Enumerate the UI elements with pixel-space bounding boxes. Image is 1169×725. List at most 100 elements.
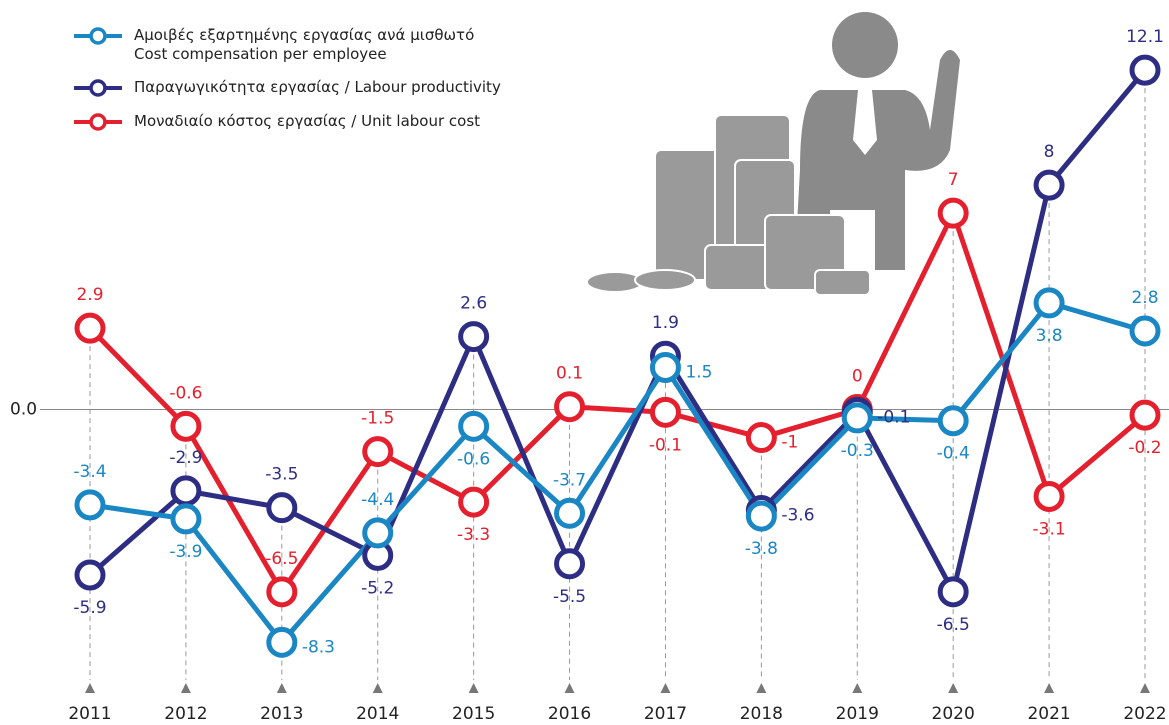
data-point	[266, 576, 298, 608]
data-label: 0.1	[556, 364, 583, 384]
data-label: -0.2	[1128, 438, 1161, 458]
legend-item: Μοναδιαίο κόστος εργασίας / Unit labour …	[72, 112, 501, 132]
guide-arrow	[468, 683, 479, 693]
data-label: -6.5	[937, 615, 970, 635]
data-point	[170, 410, 202, 442]
legend-item: Παραγωγικότητα εργασίας / Labour product…	[72, 78, 501, 98]
data-label: -6.5	[265, 549, 298, 569]
data-label: 3.8	[1036, 326, 1063, 346]
x-tick-label: 2013	[260, 704, 303, 724]
data-label: 2.9	[76, 285, 103, 305]
data-point	[266, 492, 298, 524]
x-tick-label: 2012	[164, 704, 207, 724]
legend-swatch	[74, 27, 122, 45]
x-tick-label: 2011	[68, 704, 111, 724]
data-point	[1033, 287, 1065, 319]
data-point	[362, 517, 394, 549]
data-label: -1.5	[361, 409, 394, 429]
data-label: -3.9	[169, 542, 202, 562]
data-point	[1129, 315, 1161, 347]
data-label: -4.4	[361, 490, 394, 510]
data-point	[74, 559, 106, 591]
data-label: -0.3	[841, 441, 874, 461]
guide-arrow	[276, 683, 287, 693]
x-tick-label: 2019	[836, 704, 879, 724]
x-tick-label: 2022	[1123, 704, 1166, 724]
data-point	[170, 503, 202, 535]
data-point	[458, 486, 490, 518]
data-label: -2.9	[169, 448, 202, 468]
guide-arrow	[1044, 683, 1055, 693]
data-point	[362, 436, 394, 468]
data-point	[458, 321, 490, 353]
data-label: 12.1	[1126, 27, 1164, 47]
x-tick-label: 2015	[452, 704, 495, 724]
data-label: -3.7	[553, 470, 586, 490]
data-point	[1129, 399, 1161, 431]
data-label: 8	[1044, 142, 1055, 162]
data-point	[458, 410, 490, 442]
data-point	[74, 312, 106, 344]
y-tick-label: 0.0	[10, 400, 37, 420]
data-label: -8.3	[302, 637, 335, 657]
data-point	[937, 197, 969, 229]
data-label: -3.1	[1033, 519, 1066, 539]
data-point	[74, 489, 106, 521]
data-label: 1.5	[685, 362, 712, 382]
guide-arrow	[564, 683, 575, 693]
data-label: 2.6	[460, 294, 487, 314]
data-label: -3.8	[745, 539, 778, 559]
x-tick-label: 2016	[548, 704, 591, 724]
data-label: -3.3	[457, 525, 490, 545]
data-label: -3.6	[781, 505, 814, 525]
data-point	[745, 500, 777, 532]
legend-label: Παραγωγικότητα εργασίας / Labour product…	[134, 78, 501, 96]
data-point	[649, 396, 681, 428]
data-label: -5.2	[361, 578, 394, 598]
legend-swatch	[74, 79, 122, 97]
data-point	[266, 626, 298, 658]
data-point	[745, 422, 777, 454]
data-label: 0	[852, 367, 863, 387]
data-point	[170, 475, 202, 507]
data-label: -0.1	[877, 407, 910, 427]
guide-arrow	[756, 683, 767, 693]
data-label: 7	[948, 170, 959, 190]
data-point	[554, 548, 586, 580]
x-tick-label: 2017	[644, 704, 687, 724]
data-label: 2.8	[1131, 288, 1158, 308]
legend: Αμοιβές εξαρτημένης εργασίας ανά μισθωτό…	[72, 26, 501, 146]
data-label: -1	[781, 433, 798, 453]
series-line	[89, 300, 1146, 645]
data-point	[1033, 480, 1065, 512]
data-point	[554, 497, 586, 529]
data-label: -3.4	[73, 462, 106, 482]
guide-arrow	[372, 683, 383, 693]
data-label: -0.6	[457, 449, 490, 469]
illustration	[586, 12, 960, 296]
data-label: -0.6	[169, 383, 202, 403]
guide-arrow	[1140, 683, 1150, 693]
data-point	[1129, 54, 1161, 86]
data-point	[1033, 169, 1065, 201]
guide-arrow	[660, 683, 671, 693]
guide-arrow	[85, 683, 95, 693]
data-label: -0.1	[649, 435, 682, 455]
data-point	[937, 405, 969, 437]
data-point	[841, 402, 873, 434]
x-tick-label: 2014	[356, 704, 399, 724]
series-line	[88, 68, 1147, 595]
data-label: 1.9	[652, 313, 679, 333]
guide-arrow	[180, 683, 191, 693]
guide-arrow	[948, 683, 959, 693]
guide-arrow	[852, 683, 863, 693]
legend-label: Αμοιβές εξαρτημένης εργασίας ανά μισθωτό…	[134, 26, 475, 63]
data-point	[649, 351, 681, 383]
legend-swatch	[74, 113, 122, 131]
data-label: -5.5	[553, 587, 586, 607]
legend-item: Αμοιβές εξαρτημένης εργασίας ανά μισθωτό…	[72, 26, 501, 64]
data-point	[554, 391, 586, 423]
data-label: -3.5	[265, 465, 298, 485]
